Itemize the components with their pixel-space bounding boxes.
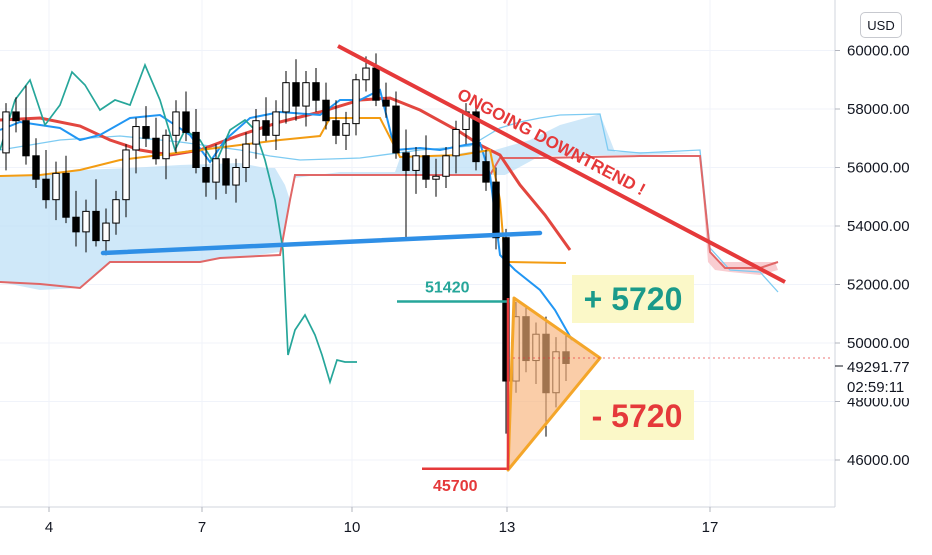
- candle-bearish: [292, 82, 300, 107]
- plus-box-label: + 5720: [584, 281, 683, 317]
- minus-box-label: - 5720: [592, 398, 683, 434]
- candle-bullish: [412, 155, 420, 171]
- indicator-lines: [0, 62, 779, 385]
- lower-level-label: 45700: [433, 478, 478, 495]
- candle-bearish: [482, 161, 490, 183]
- price-tick-label: 58000.00: [847, 101, 910, 118]
- plus-box: [572, 275, 694, 323]
- price-tick-label: 54000.00: [847, 218, 910, 235]
- candle-bullish: [442, 155, 450, 177]
- candle-bearish: [392, 105, 400, 154]
- candle-bullish: [122, 149, 130, 201]
- senkou-b-line: [0, 155, 779, 290]
- time-tick-label: 10: [344, 519, 361, 536]
- candle-bearish: [222, 158, 230, 186]
- price-axis[interactable]: 60000.00 58000.00 56000.00 54000.00 52000.00…: [834, 0, 932, 507]
- kijun-line: [0, 96, 572, 251]
- time-tick-label: 13: [499, 519, 516, 536]
- candle-bullish: [162, 134, 170, 160]
- candle-bearish: [332, 120, 340, 136]
- candle-bearish: [182, 111, 190, 133]
- candle-bullish: [282, 82, 290, 113]
- candle-bearish: [402, 152, 410, 171]
- candle-bearish: [262, 120, 270, 136]
- candle-bearish: [32, 155, 40, 180]
- cloud-bullish-fill: [0, 114, 700, 290]
- candle-bearish: [382, 99, 390, 107]
- candle-bullish: [242, 143, 250, 169]
- candle-bullish: [252, 120, 260, 145]
- cloud-bearish-fill: [700, 155, 778, 275]
- triangle-pattern: [506, 296, 602, 472]
- currency-button[interactable]: USD: [860, 12, 902, 38]
- candle-bullish: [302, 82, 310, 107]
- candle-bearish: [322, 99, 330, 122]
- candle-bullish: [362, 67, 370, 81]
- candle-bullish: [232, 167, 240, 186]
- time-tick-label: 17: [702, 519, 719, 536]
- time-tick-label: 7: [198, 519, 206, 536]
- candle-bullish: [452, 128, 460, 157]
- price-tick-label: 50000.00: [847, 335, 910, 352]
- candle-bearish: [312, 82, 320, 101]
- downtrend-line: [337, 44, 786, 284]
- time-axis[interactable]: 4 7 10 13 17: [0, 506, 835, 536]
- candle-bullish: [432, 175, 440, 180]
- support-trendline: [100, 230, 543, 256]
- upper-level-label: 51420: [425, 279, 470, 296]
- candle-bearish: [202, 167, 210, 183]
- candle-bearish: [152, 137, 160, 160]
- candle-bearish: [22, 120, 30, 157]
- price-label: 49291.77: [847, 359, 910, 376]
- price-tick-label: 46000.00: [847, 452, 910, 469]
- candle-bullish: [342, 123, 350, 136]
- time-tick-label: 4: [45, 519, 53, 536]
- candle-bearish: [472, 111, 480, 163]
- candle-bearish: [12, 111, 20, 122]
- candle-bullish: [82, 210, 90, 233]
- moving-average-line: [0, 117, 567, 264]
- candle-bearish: [422, 155, 430, 180]
- candle-bearish: [372, 67, 380, 101]
- candle-bearish: [72, 216, 80, 233]
- candle-bearish: [62, 172, 70, 218]
- price-label-bg: [838, 353, 932, 398]
- candle-bearish: [42, 178, 50, 201]
- candle-bullish: [272, 111, 280, 136]
- candle-bullish: [172, 111, 180, 136]
- price-tick-label: 60000.00: [847, 43, 910, 60]
- candle-bearish: [92, 210, 100, 242]
- candle-bullish: [102, 222, 110, 242]
- candle-bearish: [492, 181, 500, 239]
- candle-bearish: [142, 126, 150, 139]
- candle-bullish: [212, 158, 220, 183]
- countdown-label: 02:59:11: [847, 379, 904, 396]
- price-tick-label: 52000.00: [847, 277, 910, 294]
- price-tick-label: 56000.00: [847, 160, 910, 177]
- candle-bullish: [352, 79, 360, 125]
- candle-bullish: [112, 199, 120, 224]
- candle-bullish: [2, 111, 10, 154]
- candle-bullish: [52, 172, 60, 201]
- candle-bullish: [132, 126, 140, 151]
- minus-box: [580, 390, 694, 440]
- candle-bearish: [192, 131, 200, 168]
